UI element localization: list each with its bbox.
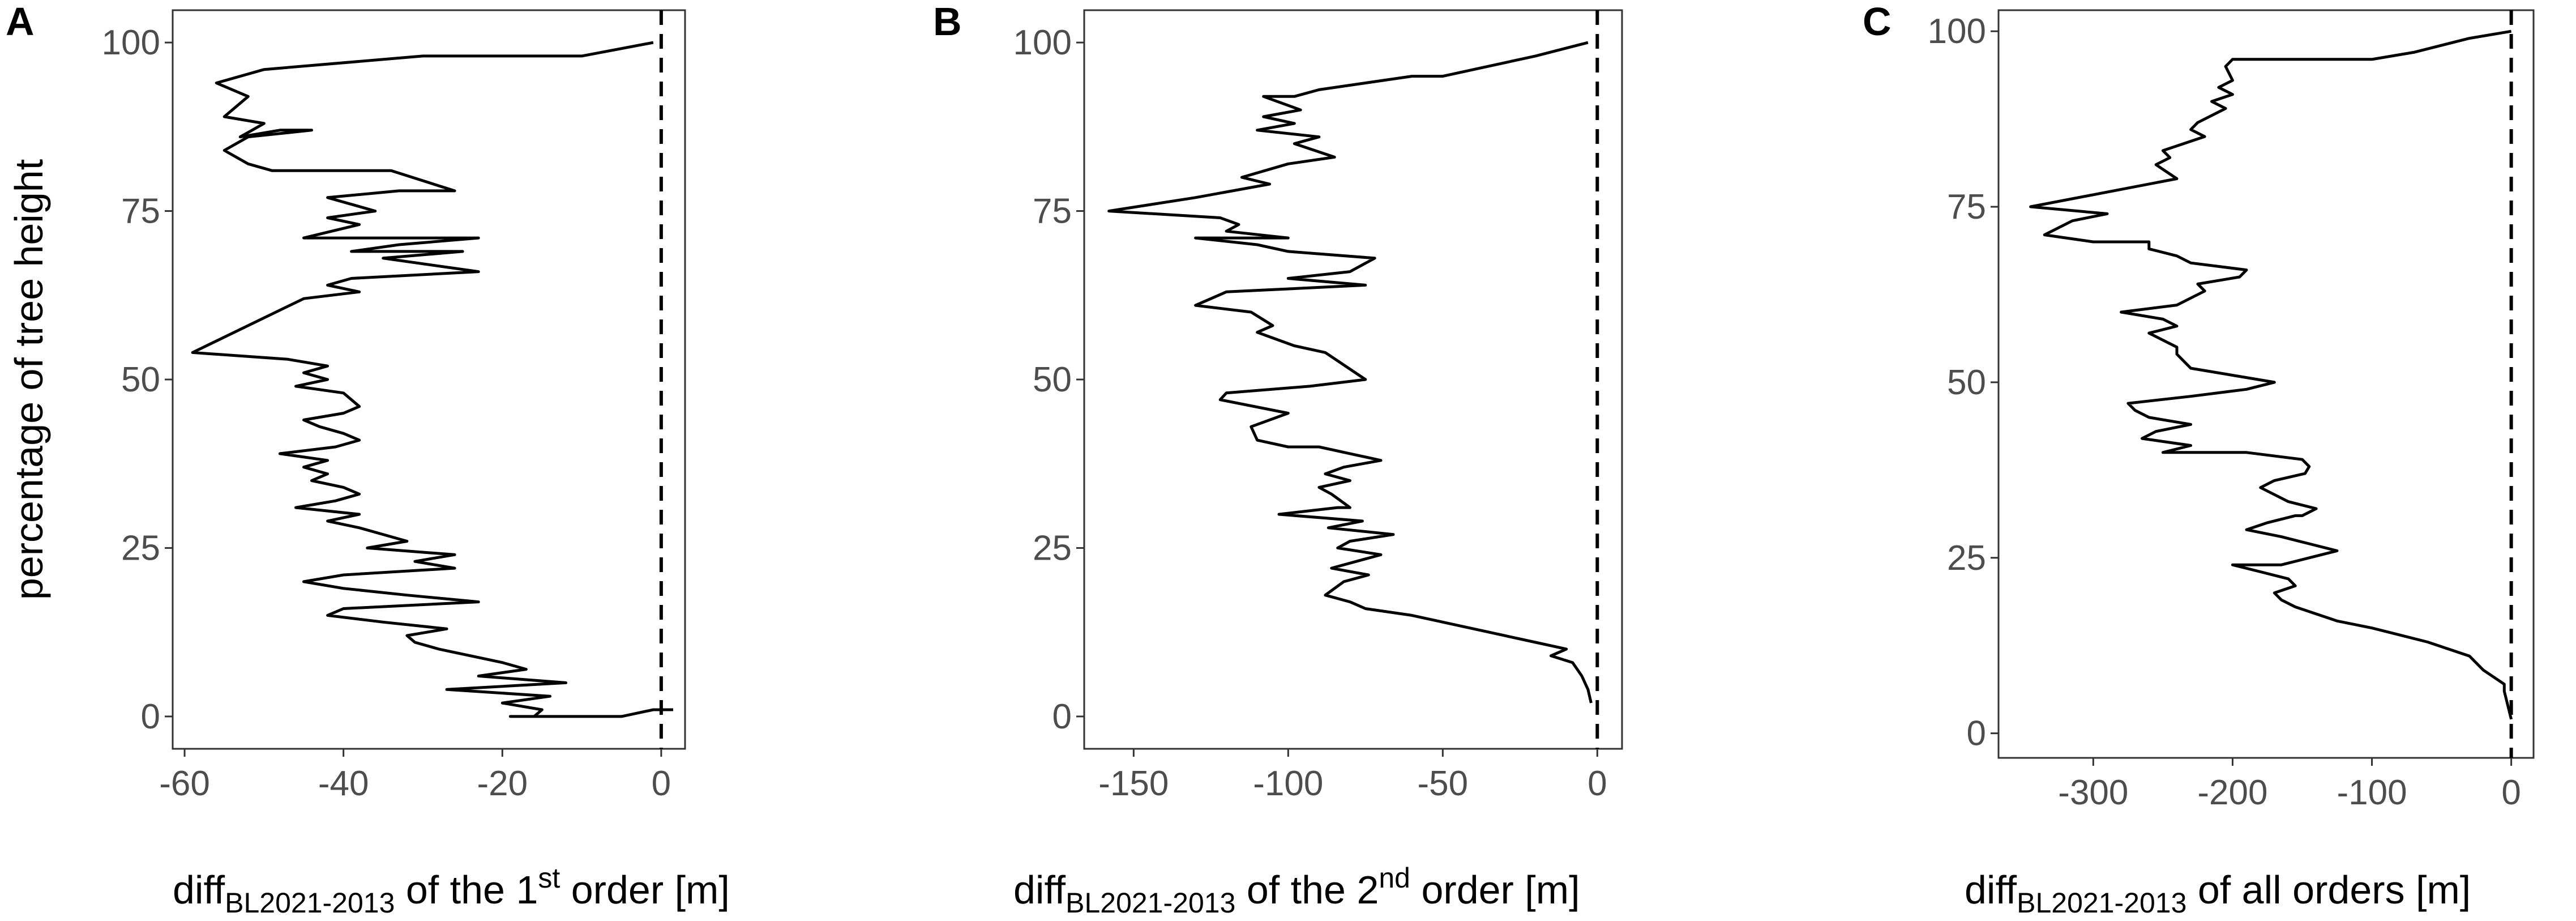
y-tick-label: 75 <box>1947 187 1986 227</box>
y-tick-label: 75 <box>1033 192 1072 231</box>
x-tick-label: -300 <box>2058 773 2128 812</box>
x-tick-label: -100 <box>2337 773 2407 812</box>
y-tick-label: 25 <box>1033 528 1072 568</box>
x-tick-label: -60 <box>159 764 210 803</box>
panel-A: A 0 25 50 75 100 -60 -40 -20 0 diffBL2021-2013 of … <box>6 0 730 919</box>
y-tick-label: 100 <box>1928 12 1986 51</box>
series-line <box>191 41 673 718</box>
x-tick-label: -150 <box>1098 764 1169 803</box>
y-axis-title: percentage of tree height <box>7 159 51 600</box>
panel-C: C 0 25 50 75 100 -300 -200 -100 0 diffBL2021-2013 … <box>1863 0 2535 919</box>
y-tick-label: 75 <box>121 192 160 231</box>
y-tick-label: 50 <box>1947 363 1986 402</box>
y-tick-label: 25 <box>121 528 160 568</box>
y-tick-label: 100 <box>102 23 160 62</box>
x-tick-label: -100 <box>1253 764 1323 803</box>
y-tick-label: 100 <box>1013 23 1072 62</box>
y-tick-label: 50 <box>1033 360 1072 399</box>
series-line <box>2029 29 2513 720</box>
panel-letter: C <box>1863 0 1892 44</box>
y-tick-label: 0 <box>141 697 160 736</box>
x-tick-label: 0 <box>2501 773 2521 812</box>
y-tick-label: 0 <box>1052 697 1072 736</box>
panel-border <box>1083 9 1623 750</box>
y-tick-label: 25 <box>1947 539 1986 578</box>
x-tick-label: -200 <box>2197 773 2267 812</box>
panel-letter: A <box>6 0 35 44</box>
panel-border <box>1997 9 2535 759</box>
x-tick-label: 0 <box>652 764 671 803</box>
panel-B: B 0 25 50 75 100 -150 -100 -50 0 diffBL2021-2013 o… <box>933 0 1623 919</box>
x-axis-title: diffBL2021-2013 of the 2nd order [m] <box>1013 862 1580 919</box>
x-axis-title: diffBL2021-2013 of the 1st order [m] <box>173 862 730 919</box>
x-tick-label: -40 <box>318 764 369 803</box>
y-tick-label: 0 <box>1967 714 1986 753</box>
y-tick-label: 50 <box>121 360 160 399</box>
x-tick-label: -50 <box>1418 764 1469 803</box>
x-tick-label: 0 <box>1587 764 1607 803</box>
series-line <box>1107 41 1593 703</box>
x-axis-title: diffBL2021-2013 of all orders [m] <box>1965 868 2471 919</box>
panel-letter: B <box>933 0 962 44</box>
x-tick-label: -20 <box>477 764 528 803</box>
